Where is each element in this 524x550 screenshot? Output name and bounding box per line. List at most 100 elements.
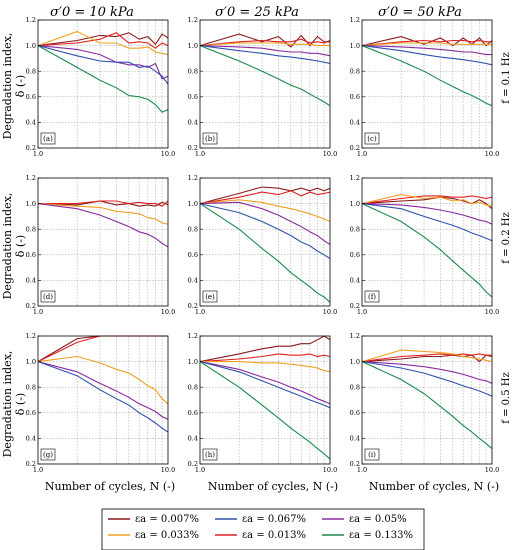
y-tick-label: 0.2 bbox=[26, 144, 36, 152]
y-tick-label: 0.6 bbox=[188, 93, 198, 101]
y-tick-label: 0.2 bbox=[350, 302, 360, 310]
plot-frame bbox=[37, 335, 169, 465]
column-title-2: σ′0 = 25 kPa bbox=[215, 5, 299, 20]
series-line bbox=[361, 45, 493, 107]
series-line bbox=[361, 195, 493, 205]
x-tick-label: 1.0 bbox=[33, 308, 43, 316]
series-line bbox=[37, 355, 169, 405]
y-tick-label: 0.2 bbox=[350, 460, 360, 468]
y-tick-label: 0.4 bbox=[26, 277, 36, 285]
x-tick-label: 10.0 bbox=[485, 308, 499, 316]
series-line bbox=[361, 354, 493, 363]
row-label-1: f = 0.1 Hz bbox=[501, 52, 512, 104]
y-label-row2-line1: Degradation index, bbox=[1, 193, 14, 300]
panel-tag: (g) bbox=[43, 451, 53, 459]
x-label-col2: Number of cycles, N (-) bbox=[208, 480, 338, 493]
panel-tag: (f) bbox=[368, 293, 376, 301]
plot-frame bbox=[37, 19, 169, 149]
x-tick-label: 10.0 bbox=[323, 466, 337, 474]
panel-tag-box bbox=[202, 448, 218, 461]
series-line bbox=[37, 45, 169, 85]
y-tick-label: 1.0 bbox=[350, 42, 360, 50]
series-line bbox=[361, 353, 492, 363]
column-title-3: σ′0 = 50 kPa bbox=[378, 5, 462, 20]
y-tick-label: 1.2 bbox=[26, 174, 36, 182]
y-tick-label: 1.0 bbox=[26, 358, 36, 366]
x-tick-label: 1.0 bbox=[33, 466, 43, 474]
y-label-row1-line2: δ (-) bbox=[14, 75, 27, 97]
x-tick-label: 1.0 bbox=[33, 150, 43, 158]
x-label-col1: Number of cycles, N (-) bbox=[45, 480, 175, 493]
series-line bbox=[361, 45, 493, 66]
series-line bbox=[199, 33, 330, 48]
y-tick-label: 0.8 bbox=[188, 225, 198, 233]
y-tick-label: 0.6 bbox=[350, 409, 360, 417]
y-tick-label: 0.8 bbox=[188, 67, 198, 75]
y-tick-label: 0.8 bbox=[350, 383, 360, 391]
y-tick-label: 1.2 bbox=[26, 16, 36, 24]
series-line bbox=[199, 361, 331, 460]
legend-label: εa = 0.05% bbox=[349, 514, 407, 525]
series-line bbox=[37, 203, 169, 248]
y-tick-label: 1.2 bbox=[26, 332, 36, 340]
y-tick-label: 1.2 bbox=[350, 174, 360, 182]
y-tick-label: 0.4 bbox=[350, 435, 360, 443]
x-tick-label: 10.0 bbox=[161, 466, 175, 474]
series-line bbox=[200, 361, 331, 373]
series-line bbox=[37, 200, 169, 207]
series-line bbox=[199, 203, 331, 260]
series-line bbox=[361, 203, 493, 225]
y-tick-label: 0.2 bbox=[188, 460, 198, 468]
y-tick-label: 0.2 bbox=[188, 302, 198, 310]
series-line bbox=[361, 45, 492, 56]
series-line bbox=[199, 45, 331, 65]
y-tick-label: 0.4 bbox=[188, 435, 198, 443]
y-label-row2-line2: δ (-) bbox=[14, 235, 27, 257]
series-line bbox=[361, 42, 492, 47]
y-tick-label: 1.0 bbox=[350, 358, 360, 366]
column-title-1: σ′0 = 10 kPa bbox=[50, 5, 134, 20]
panel-tag-box bbox=[364, 132, 380, 145]
panel-i: 0.2 0.4 0.6 0.8 1.0 1.2 1.0 10.0 (i) bbox=[350, 332, 500, 474]
y-tick-label: 0.8 bbox=[188, 383, 198, 391]
series-line bbox=[199, 361, 331, 409]
panel-tag-box bbox=[202, 132, 218, 145]
y-tick-label: 1.2 bbox=[188, 332, 198, 340]
panel-g: 0.2 0.4 0.6 0.8 1.0 1.2 1.0 10.0 (g) bbox=[26, 332, 176, 474]
plot-frame bbox=[361, 177, 493, 307]
y-tick-label: 0.4 bbox=[26, 119, 36, 127]
y-tick-label: 0.6 bbox=[350, 251, 360, 259]
series-line bbox=[199, 335, 331, 363]
y-tick-label: 1.0 bbox=[188, 42, 198, 50]
y-tick-label: 0.6 bbox=[188, 409, 198, 417]
series-line bbox=[37, 361, 169, 433]
series-line bbox=[361, 203, 493, 298]
series-line bbox=[199, 361, 331, 405]
series-line bbox=[199, 353, 331, 363]
series-line bbox=[199, 38, 331, 47]
panel-h: 0.2 0.4 0.6 0.8 1.0 1.2 1.0 10.0 (h) bbox=[188, 332, 338, 474]
y-tick-label: 1.0 bbox=[26, 200, 36, 208]
y-tick-label: 0.8 bbox=[26, 383, 36, 391]
series-line bbox=[37, 32, 169, 49]
y-tick-label: 0.4 bbox=[188, 277, 198, 285]
plot-frame bbox=[199, 177, 331, 307]
x-tick-label: 1.0 bbox=[357, 466, 367, 474]
series-line bbox=[361, 36, 493, 47]
y-tick-label: 1.2 bbox=[188, 174, 198, 182]
panel-tag-box bbox=[364, 448, 380, 461]
plot-frame bbox=[199, 19, 331, 149]
row-labels: f = 0.1 Hz f = 0.2 Hz f = 0.5 Hz bbox=[501, 52, 512, 424]
panel-tag: (b) bbox=[205, 135, 215, 143]
x-axis-labels: Number of cycles, N (-) Number of cycles… bbox=[45, 480, 499, 493]
y-axis-labels: Degradation index, δ (-) Degradation ind… bbox=[1, 33, 27, 458]
legend-label: εa = 0.013% bbox=[242, 530, 306, 541]
plot-frame bbox=[361, 19, 493, 149]
y-label-row3-line2: δ (-) bbox=[14, 393, 27, 415]
panel-tag: (d) bbox=[43, 293, 53, 301]
panel-tag: (a) bbox=[43, 135, 53, 143]
legend-frame bbox=[101, 508, 425, 550]
panel-tag: (h) bbox=[205, 451, 215, 459]
x-tick-label: 10.0 bbox=[161, 308, 175, 316]
